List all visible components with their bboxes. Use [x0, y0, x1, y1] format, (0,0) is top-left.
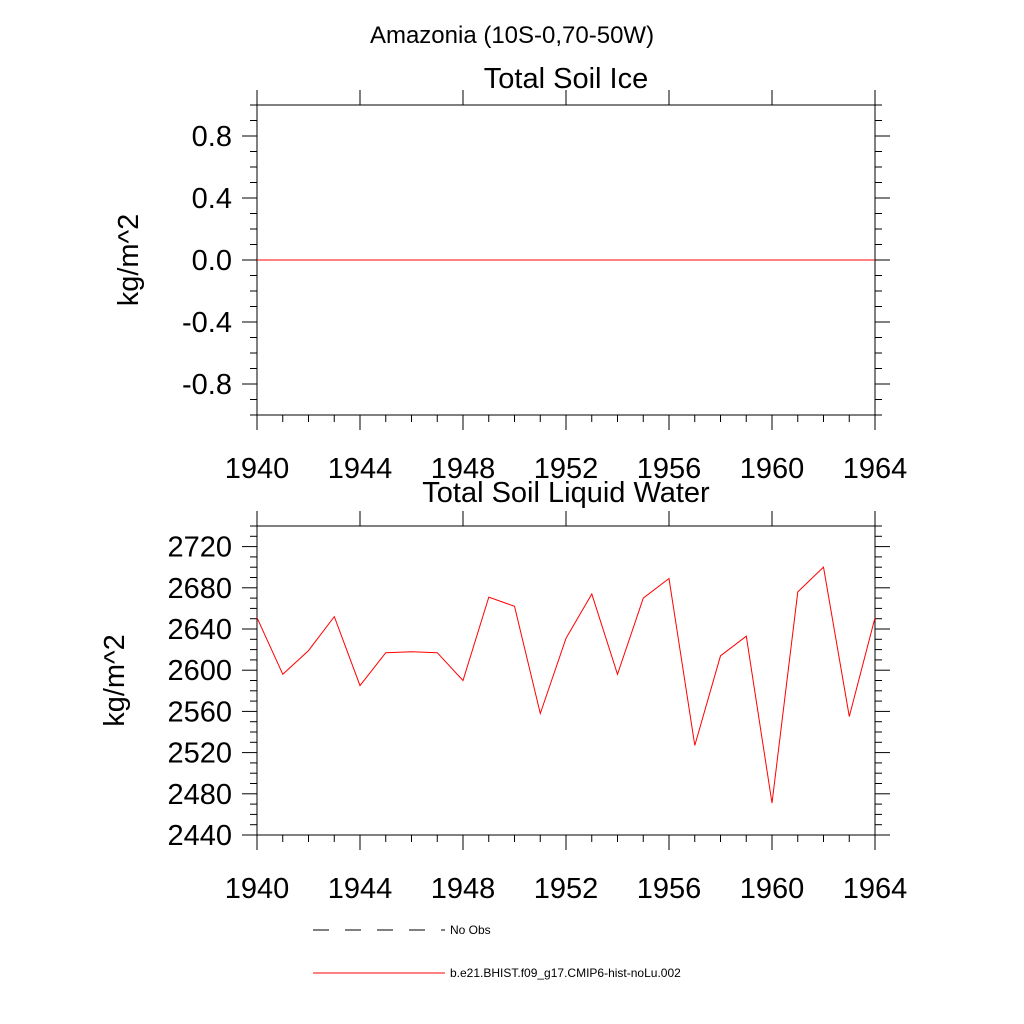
- x-tick-label: 1960: [740, 873, 805, 905]
- x-tick-label: 1940: [225, 873, 290, 905]
- x-tick-label: 1956: [637, 453, 702, 485]
- figure-suptitle: Amazonia (10S-0,70-50W): [370, 22, 654, 49]
- y-axis-label: kg/m^2: [99, 634, 131, 727]
- y-tick-label: 2720: [167, 532, 232, 564]
- x-tick-label: 1948: [431, 873, 496, 905]
- y-tick-label: 2560: [167, 696, 232, 728]
- series-line-model-run: [256, 566, 876, 804]
- y-tick-label: 2640: [167, 614, 232, 646]
- x-tick-label: 1952: [534, 453, 599, 485]
- x-tick-label: 1960: [740, 453, 805, 485]
- y-tick-label: 0.8: [192, 121, 232, 153]
- y-tick-label: 2480: [167, 779, 232, 811]
- y-tick-label: 0.4: [192, 183, 232, 215]
- y-tick-label: 2440: [167, 820, 232, 852]
- x-tick-label: 1948: [431, 453, 496, 485]
- x-tick-label: 1952: [534, 873, 599, 905]
- y-tick-label: -0.8: [182, 369, 232, 401]
- legend: No Obs b.e21.BHIST.f09_g17.CMIP6-hist-no…: [313, 923, 681, 980]
- x-tick-label: 1944: [328, 873, 393, 905]
- y-axis-label: kg/m^2: [113, 214, 145, 307]
- y-tick-label: 2680: [167, 573, 232, 605]
- panel-total-soil-ice: Total Soil Ice kg/m^2 1940 1944 1948 1952 1956…: [113, 63, 907, 485]
- x-tick-label: 1956: [637, 873, 702, 905]
- y-tick-label: 2600: [167, 655, 232, 687]
- y-tick-label: 2520: [167, 738, 232, 770]
- x-tick-label: 1964: [843, 873, 908, 905]
- chart-title: Total Soil Ice: [484, 63, 648, 95]
- y-tick-label: -0.4: [182, 307, 232, 339]
- plot-frame: [256, 525, 876, 836]
- chart-title: Total Soil Liquid Water: [422, 477, 710, 509]
- y-tick-label: 0.0: [192, 245, 232, 277]
- x-tick-label: 1964: [843, 453, 908, 485]
- legend-label-model-run: b.e21.BHIST.f09_g17.CMIP6-hist-noLu.002: [450, 966, 681, 980]
- legend-label-no-obs: No Obs: [450, 923, 491, 937]
- panel-total-soil-liquid-water: Total Soil Liquid Water kg/m^2 1940 1944 194…: [99, 477, 907, 905]
- x-tick-label: 1944: [328, 453, 393, 485]
- x-tick-label: 1940: [225, 453, 290, 485]
